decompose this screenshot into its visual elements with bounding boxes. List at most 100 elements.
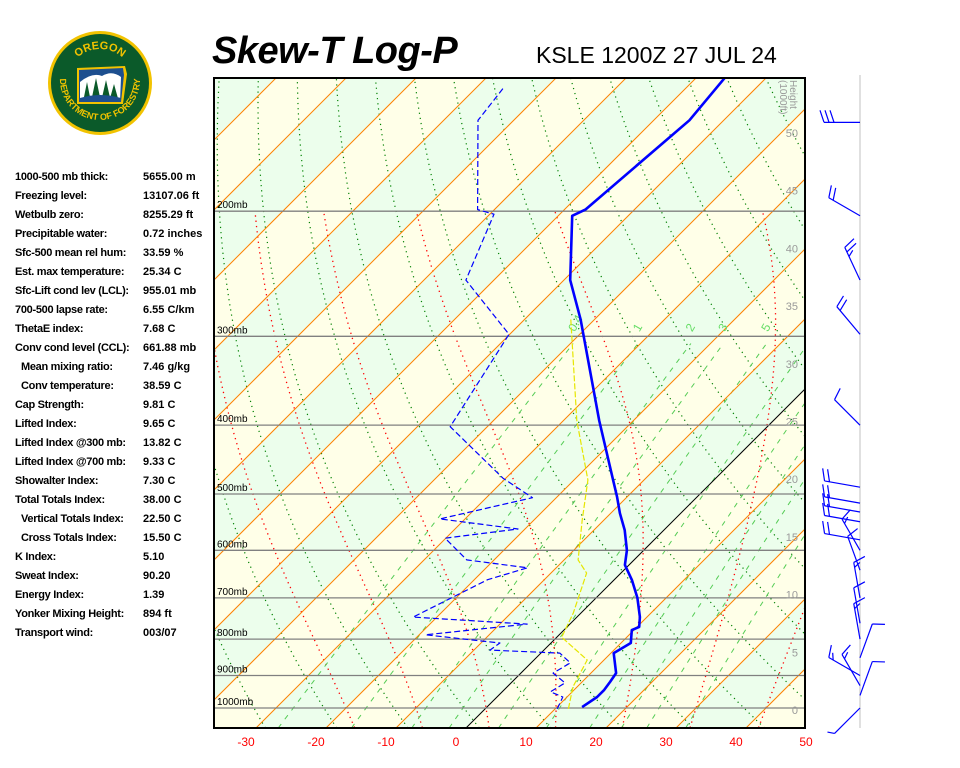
isotherm bbox=[395, 318, 805, 728]
stat-value: 15.50 C bbox=[143, 532, 182, 544]
station-time: KSLE 1200Z 27 JUL 24 bbox=[536, 42, 777, 68]
stat-row: Est. max temperature: 25.34 C bbox=[15, 263, 215, 282]
wind-barb bbox=[834, 388, 861, 426]
wind-barb bbox=[847, 528, 861, 571]
height-tick-label: 20 bbox=[786, 474, 798, 486]
pressure-label: 1000mb bbox=[217, 697, 254, 708]
wind-barb-shaft bbox=[824, 533, 861, 541]
stat-value: 25.34 C bbox=[143, 266, 182, 278]
stat-value: 7.30 C bbox=[143, 475, 176, 487]
dewpoint-profile bbox=[412, 87, 571, 710]
stat-value: 5655.00 m bbox=[143, 171, 196, 183]
stat-label: Conv cond level (CCL): bbox=[15, 342, 130, 354]
isotherm bbox=[0, 66, 78, 728]
wind-barb bbox=[822, 493, 861, 513]
stat-value: 8255.29 ft bbox=[143, 209, 194, 221]
height-tick-label: 50 bbox=[786, 128, 798, 140]
stat-row: Conv cond level (CCL): 661.88 mb bbox=[15, 339, 215, 358]
stat-label: Cap Strength: bbox=[15, 399, 84, 411]
stat-label: K Index: bbox=[15, 551, 56, 563]
temperature-tick-label: -20 bbox=[307, 735, 325, 749]
stat-row: K Index: 5.10 bbox=[15, 548, 215, 567]
stat-row: Vertical Totals Index: 22.50 C bbox=[15, 510, 215, 529]
stat-row: ThetaE index: 7.68 C bbox=[15, 320, 215, 339]
wind-barb bbox=[822, 468, 861, 488]
stat-row: 1000-500 mb thick: 5655.00 m bbox=[15, 168, 215, 187]
stat-row: Sfc-Lift cond lev (LCL): 955.01 mb bbox=[15, 282, 215, 301]
wind-barb-flag bbox=[841, 644, 851, 655]
isotherm bbox=[214, 78, 417, 281]
mixing-ratio-line bbox=[448, 343, 724, 728]
wind-barb-flag bbox=[829, 110, 835, 123]
pressure-label: 600mb bbox=[217, 539, 248, 550]
wind-barb-flag bbox=[822, 493, 826, 506]
wind-barb-flag bbox=[846, 242, 857, 253]
wind-barb bbox=[836, 295, 861, 335]
isotherm bbox=[214, 78, 347, 211]
height-tick-label: 5 bbox=[792, 647, 798, 659]
wind-barb-shaft bbox=[836, 306, 861, 335]
sounding-indices-panel: 1000-500 mb thick: 5655.00 m Freezing leve… bbox=[15, 168, 215, 643]
height-tick-label: 10 bbox=[786, 590, 798, 602]
stat-label: Yonker Mixing Height: bbox=[15, 608, 125, 620]
dry-adiabat bbox=[85, 71, 194, 728]
wind-barb bbox=[819, 110, 860, 123]
stat-row: Cross Totals Index: 15.50 C bbox=[15, 529, 215, 548]
height-tick-label: 30 bbox=[786, 359, 798, 371]
wind-barb-shaft bbox=[828, 197, 861, 217]
stat-value: 955.01 mb bbox=[143, 285, 197, 297]
stat-value: 661.88 mb bbox=[143, 342, 197, 354]
stat-row: Showalter Index: 7.30 C bbox=[15, 472, 215, 491]
dry-adiabat bbox=[918, 71, 960, 728]
pressure-label: 800mb bbox=[217, 628, 248, 639]
wind-barb-shaft bbox=[834, 399, 861, 426]
wind-barb-flag bbox=[822, 502, 826, 516]
height-tick-label: 25 bbox=[786, 417, 798, 429]
wind-barb-flag bbox=[844, 238, 855, 248]
isotherm bbox=[816, 66, 960, 728]
wind-barb-flag bbox=[822, 468, 826, 481]
wind-barb-shaft bbox=[828, 656, 861, 676]
isotherm bbox=[535, 458, 805, 728]
stat-value: 9.33 C bbox=[143, 456, 176, 468]
stat-label: Conv temperature: bbox=[21, 380, 114, 392]
pressure-label: 200mb bbox=[217, 200, 248, 211]
wind-barb-flag bbox=[836, 295, 844, 308]
stat-row: Wetbulb zero: 8255.29 ft bbox=[15, 206, 215, 225]
wind-barb-flag bbox=[827, 731, 835, 735]
stat-label: Showalter Index: bbox=[15, 475, 99, 487]
wetbulb-profile bbox=[561, 319, 589, 710]
dry-adiabat bbox=[804, 78, 805, 80]
stat-label: Lifted Index @700 mb: bbox=[15, 456, 126, 468]
height-tick-label: 0 bbox=[792, 705, 798, 717]
wind-barb bbox=[828, 185, 861, 217]
stat-row: Mean mixing ratio: 7.46 g/kg bbox=[15, 358, 215, 377]
stat-label: Sweat Index: bbox=[15, 570, 79, 582]
stat-row: Precipitable water: 0.72 inches bbox=[15, 225, 215, 244]
wind-barb-shaft bbox=[853, 587, 861, 624]
wind-barb-flag bbox=[822, 484, 826, 497]
stat-row: Lifted Index @300 mb: 13.82 C bbox=[15, 434, 215, 453]
stat-label: Sfc-500 mean rel hum: bbox=[15, 247, 127, 259]
dry-adiabat bbox=[214, 462, 338, 728]
dry-adiabat bbox=[413, 78, 765, 728]
chart-title: Skew-T Log-P bbox=[212, 30, 458, 72]
stat-value: 13.82 C bbox=[143, 437, 182, 449]
temperature-band bbox=[214, 108, 805, 728]
pressure-label: 900mb bbox=[217, 664, 248, 675]
isotherm bbox=[0, 66, 148, 728]
wind-barb-flag bbox=[824, 110, 830, 123]
stat-row: Cap Strength: 9.81 C bbox=[15, 396, 215, 415]
wind-barb-shaft bbox=[859, 661, 873, 696]
wind-barb bbox=[822, 484, 861, 504]
wind-barb-shaft bbox=[853, 562, 861, 598]
wind-barb-shaft bbox=[841, 518, 861, 551]
stat-value: 6.55 C/km bbox=[143, 304, 195, 316]
wind-barb bbox=[827, 707, 861, 735]
wind-barb-shaft bbox=[859, 623, 873, 659]
moist-adiabat bbox=[757, 605, 805, 728]
dry-adiabat bbox=[257, 78, 480, 728]
isotherm bbox=[0, 66, 218, 728]
temperature-tick-label: -30 bbox=[237, 735, 255, 749]
